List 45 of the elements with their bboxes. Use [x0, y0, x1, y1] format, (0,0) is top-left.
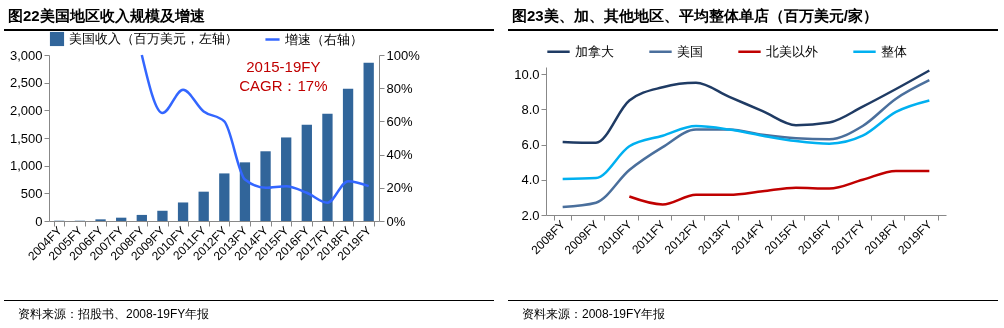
- y-tick-label: 1,500: [9, 130, 43, 146]
- legend-label: 美国收入（百万美元，左轴）: [69, 31, 238, 46]
- y2-tick-label: 20%: [386, 180, 413, 196]
- bar: [322, 113, 333, 221]
- bar: [219, 173, 230, 221]
- y-tick-label: 6.0: [521, 137, 540, 153]
- bar: [301, 124, 312, 221]
- legend-label: 加拿大: [575, 43, 614, 59]
- y2-tick-label: 60%: [386, 113, 413, 129]
- legend-label: 北美以外: [766, 43, 818, 59]
- bar: [198, 191, 209, 221]
- bar: [136, 214, 147, 221]
- annotation: 2015-19FY CAGR：17%: [239, 57, 328, 94]
- text: 资料来源：2008-19FY年报: [508, 300, 998, 323]
- text: 资料来源：招股书、2008-19FY年报: [4, 300, 494, 323]
- bar: [260, 151, 271, 221]
- chart-title: 图22美国地区收入规模及增速: [4, 3, 494, 31]
- line-series: [561, 69, 931, 145]
- y2-tick-label: 40%: [386, 147, 413, 163]
- y-tick-label: 2,500: [9, 75, 43, 91]
- bar: [239, 162, 251, 221]
- y-tick-label: 2,000: [9, 102, 43, 118]
- legend-label: 美国: [677, 43, 703, 59]
- line-series: [628, 169, 931, 206]
- line-series: [561, 99, 931, 181]
- y-tick-label: 4.0: [521, 172, 540, 188]
- legend-label: 整体: [881, 43, 907, 59]
- bar: [177, 202, 189, 221]
- y-tick-label: 1,000: [9, 158, 43, 174]
- y2-tick-label: 80%: [386, 80, 413, 96]
- y-tick-label: 8.0: [521, 101, 540, 117]
- y2-tick-label: 100%: [386, 47, 421, 63]
- chart-title: 图23美、加、其他地区、平均整体单店（百万美元/家）: [508, 3, 998, 31]
- bar: [363, 62, 374, 221]
- bar: [342, 88, 354, 221]
- y-tick-label: 0: [35, 213, 43, 229]
- line-series: [140, 53, 370, 204]
- y-tick-label: 2.0: [521, 207, 540, 223]
- y2-tick-label: 0%: [386, 213, 406, 229]
- legend-label: 增速（右轴）: [284, 31, 363, 47]
- bar: [281, 137, 292, 221]
- bar: [157, 210, 168, 221]
- y-tick-label: 3,000: [9, 47, 43, 63]
- y-tick-label: 500: [20, 185, 43, 201]
- y-tick-label: 10.0: [514, 66, 540, 82]
